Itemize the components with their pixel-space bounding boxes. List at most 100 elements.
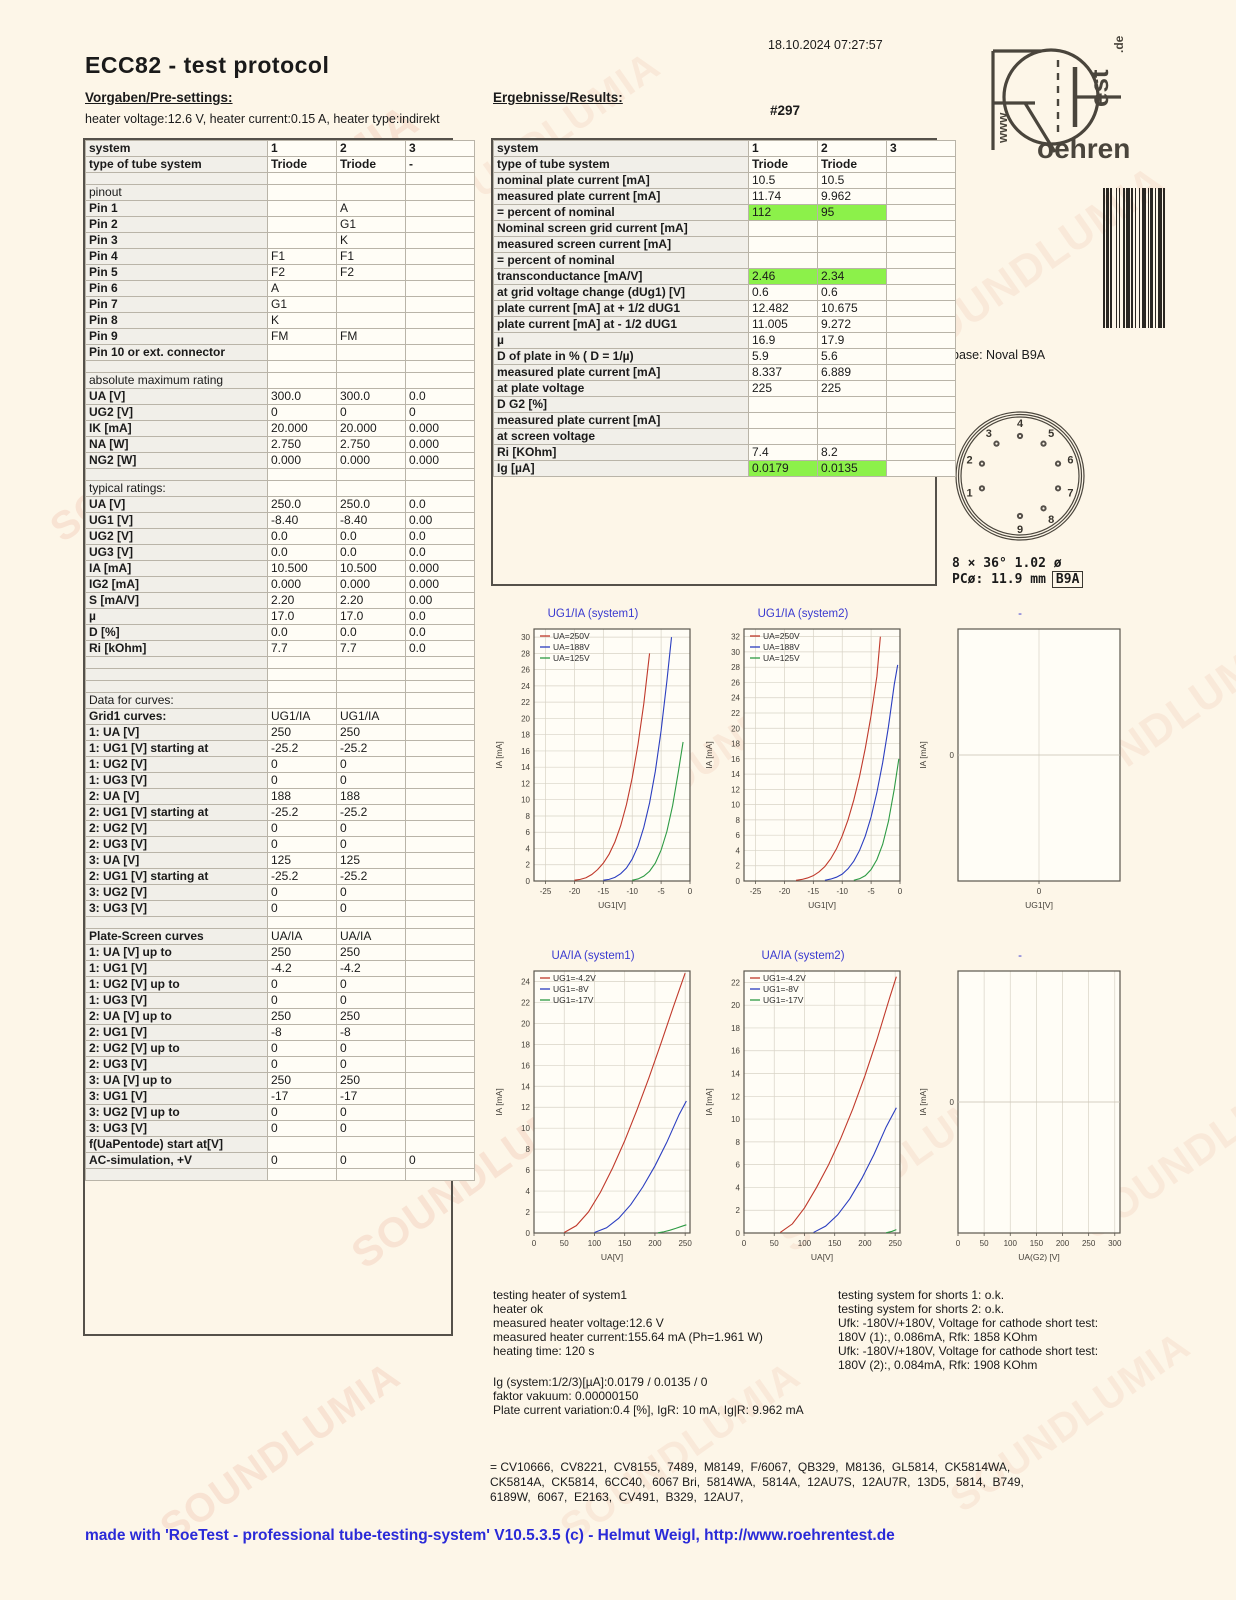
chart-legend-label: UA=125V — [763, 653, 800, 663]
presettings-row-label: UG3 [V] — [85, 544, 268, 561]
presettings-cell-sys2: 0 — [336, 884, 406, 901]
presettings-cell-sys2: 250 — [336, 944, 406, 961]
y-tick-label: 0 — [950, 1098, 955, 1107]
chart-series-line — [574, 653, 651, 881]
presettings-row: UA [V] 300.0 300.0 0.0 — [85, 388, 475, 405]
presettings-cell-sys3 — [405, 1104, 475, 1121]
chart-title: UA/IA (system2) — [761, 950, 845, 962]
presettings-cell-sys2: 0.000 — [336, 576, 406, 593]
presettings-row-label: UG2 [V] — [85, 528, 268, 545]
presettings-cell-sys2: FM — [336, 328, 406, 345]
presettings-cell-sys3: 0 — [405, 1152, 475, 1169]
presettings-cell-sys2: 0 — [336, 1120, 406, 1137]
presettings-cell-sys2: G1 — [336, 216, 406, 233]
presettings-cell-sys3 — [405, 1024, 475, 1041]
results-row-label: Ig [µA] — [493, 460, 749, 477]
presettings-row-label: 3: UG2 [V] up to — [85, 1104, 268, 1121]
base-label: base: Noval B9A — [952, 348, 1046, 362]
y-tick-label: 8 — [736, 816, 741, 825]
socket-pin-label: 5 — [1048, 428, 1054, 440]
presettings-cell-sys2: 250 — [336, 1072, 406, 1089]
presettings-row-label: S [mA/V] — [85, 592, 268, 609]
results-row-label: = percent of nominal — [493, 204, 749, 221]
presettings-cell-sys2: Triode — [336, 156, 406, 173]
results-cell-sys2: 0.0135 — [817, 460, 887, 477]
socket-pin-label: 6 — [1067, 455, 1073, 467]
socket-pin-label: 8 — [1048, 514, 1054, 526]
results-cell-sys3 — [886, 316, 956, 333]
presettings-cell-sys2 — [336, 1136, 406, 1153]
y-tick-label: 8 — [526, 812, 531, 821]
leakage-notes: Ig (system:1/2/3)[µA]:0.0179 / 0.0135 / … — [493, 1375, 804, 1417]
y-tick-label: 2 — [526, 1208, 531, 1217]
presettings-cell-sys3 — [405, 756, 475, 773]
presettings-row: UG2 [V] 0.0 0.0 0.0 — [85, 528, 475, 545]
results-cell-sys2: 2 — [817, 140, 887, 157]
presettings-row-label: UA [V] — [85, 496, 268, 513]
results-row: at grid voltage change (dUg1) [V] 0.6 0.6 — [493, 284, 956, 301]
presettings-row: Plate-Screen curves UA/IA UA/IA — [85, 928, 475, 945]
results-cell-sys1: 12.482 — [748, 300, 818, 317]
presettings-cell-sys1: FM — [267, 328, 337, 345]
presettings-row-label: Ri [kOhm] — [85, 640, 268, 657]
presettings-cell-sys3 — [405, 280, 475, 297]
y-axis-label: IA [mA] — [494, 1088, 504, 1115]
x-tick-label: -10 — [626, 887, 638, 896]
results-cell-sys3 — [886, 364, 956, 381]
presettings-cell-sys1: UG1/IA — [267, 708, 337, 725]
presettings-cell-sys1: 0 — [267, 820, 337, 837]
y-axis-label: IA [mA] — [918, 741, 928, 768]
y-tick-label: 24 — [521, 977, 530, 986]
results-cell-sys2 — [817, 252, 887, 269]
results-cell-sys3 — [886, 460, 956, 477]
results-cell-sys2 — [817, 412, 887, 429]
y-tick-label: 18 — [731, 1024, 740, 1033]
table-cell — [336, 668, 406, 681]
presettings-cell-sys2: 0 — [336, 900, 406, 917]
presettings-cell-sys2 — [336, 480, 406, 497]
table-cell — [267, 656, 337, 669]
results-cell-sys1: 8.337 — [748, 364, 818, 381]
presettings-row-label: 1: UG3 [V] — [85, 992, 268, 1009]
x-tick-label: 200 — [648, 1239, 662, 1248]
presettings-cell-sys1: 250.0 — [267, 496, 337, 513]
presettings-row: 3: UG2 [V] up to 0 0 — [85, 1104, 475, 1121]
presettings-cell-sys3 — [405, 788, 475, 805]
presettings-cell-sys1: F1 — [267, 248, 337, 265]
results-row: plate current [mA] at - 1/2 dUG1 11.005 9.… — [493, 316, 956, 333]
socket-pin-label: 3 — [986, 428, 992, 440]
presettings-row: 3: UA [V] 125 125 — [85, 852, 475, 869]
results-cell-sys3: 3 — [886, 140, 956, 157]
results-row: nominal plate current [mA] 10.5 10.5 — [493, 172, 956, 189]
x-axis-label: UG1[V] — [808, 900, 836, 910]
presettings-cell-sys1: 1 — [267, 140, 337, 157]
presettings-cell-sys1: K — [267, 312, 337, 329]
results-cell-sys3 — [886, 348, 956, 365]
presettings-cell-sys3: 0.00 — [405, 512, 475, 529]
y-tick-label: 10 — [521, 1124, 530, 1133]
y-tick-label: 4 — [736, 1183, 741, 1192]
chart-legend-label: UA=188V — [763, 642, 800, 652]
presettings-cell-sys2 — [336, 280, 406, 297]
presettings-spacer-row — [85, 468, 475, 481]
presettings-cell-sys2: -25.2 — [336, 804, 406, 821]
chart-legend-label: UA=250V — [553, 631, 590, 641]
presettings-spacer-row — [85, 1168, 475, 1181]
chart-legend-label: UA=188V — [553, 642, 590, 652]
y-tick-label: 10 — [731, 801, 740, 810]
presettings-spacer-row — [85, 172, 475, 185]
presettings-cell-sys1: 0 — [267, 976, 337, 993]
results-row-label: at screen voltage — [493, 428, 749, 445]
presettings-cell-sys2: 300.0 — [336, 388, 406, 405]
x-tick-label: 0 — [1037, 887, 1042, 896]
results-cell-sys3 — [886, 268, 956, 285]
chart-title: UG1/IA (system2) — [757, 608, 849, 620]
presettings-cell-sys1: -25.2 — [267, 804, 337, 821]
results-cell-sys1: 5.9 — [748, 348, 818, 365]
results-cell-sys3 — [886, 220, 956, 237]
results-row-label: plate current [mA] at - 1/2 dUG1 — [493, 316, 749, 333]
y-tick-label: 4 — [526, 1187, 531, 1196]
presettings-row-label: Pin 1 — [85, 200, 268, 217]
presettings-cell-sys1 — [267, 232, 337, 249]
chart-legend-label: UG1=-17V — [763, 995, 804, 1005]
